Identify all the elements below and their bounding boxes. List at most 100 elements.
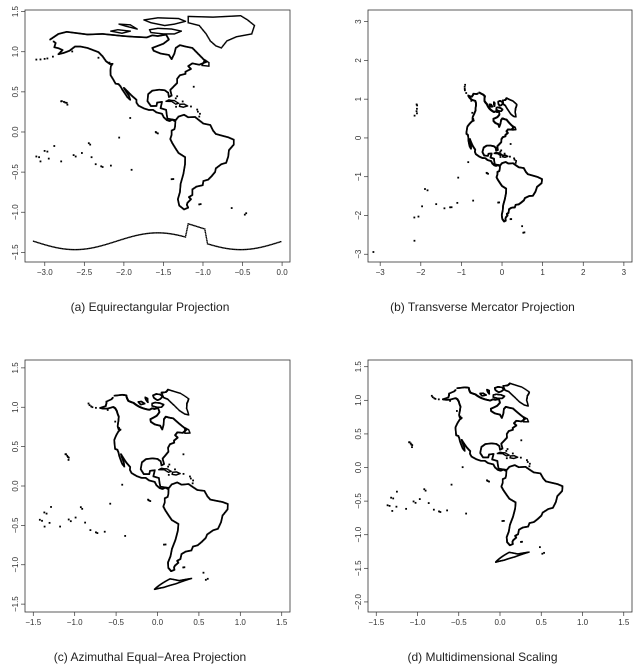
data-point (148, 471, 151, 474)
data-point (166, 17, 169, 19)
data-point (195, 15, 197, 18)
data-point (107, 399, 110, 402)
data-point (163, 502, 166, 505)
data-point (192, 15, 195, 18)
data-point (64, 31, 66, 34)
data-point (173, 127, 176, 130)
data-point (181, 393, 184, 396)
data-point (179, 105, 182, 108)
x-tick-label: −1.5 (25, 618, 41, 627)
data-point (178, 581, 181, 584)
data-point (184, 157, 186, 159)
data-point (151, 404, 153, 406)
data-point (95, 33, 98, 35)
data-point (84, 46, 86, 49)
data-point (128, 95, 130, 98)
caption-transverse-mercator: (b) Transverse Mercator Projection (390, 300, 575, 314)
data-point (502, 155, 504, 157)
data-point (202, 64, 204, 67)
data-point (245, 248, 247, 251)
map-points (38, 388, 229, 591)
data-point (159, 484, 161, 486)
data-point (449, 206, 452, 209)
data-point (76, 32, 79, 35)
data-point (162, 17, 164, 19)
data-point (193, 116, 196, 118)
data-point (52, 40, 55, 43)
data-point (83, 46, 85, 49)
data-point (118, 136, 121, 139)
data-point (167, 28, 170, 30)
data-point (109, 68, 112, 71)
data-point (171, 390, 174, 392)
data-point (187, 46, 189, 48)
x-tick-label: −2.0 (116, 268, 132, 277)
data-point (209, 124, 212, 127)
data-point (147, 94, 149, 96)
data-point (79, 506, 82, 509)
data-point (170, 131, 173, 134)
data-point (148, 457, 151, 460)
data-point (160, 467, 163, 469)
data-point (150, 232, 152, 234)
data-point (168, 389, 171, 391)
data-point (184, 429, 186, 432)
data-point (174, 102, 176, 105)
data-point (175, 29, 177, 31)
data-point (179, 183, 182, 185)
data-point (184, 103, 186, 106)
data-point (46, 57, 49, 60)
data-point (201, 63, 204, 66)
data-point (146, 108, 149, 111)
data-point (226, 507, 229, 510)
data-point (132, 35, 134, 38)
data-point (523, 231, 526, 234)
data-point (218, 525, 220, 528)
data-point (109, 74, 112, 77)
data-point (123, 23, 126, 26)
data-point (95, 246, 97, 248)
data-point (217, 45, 219, 48)
data-point (56, 247, 58, 249)
data-point (141, 36, 143, 38)
data-point (105, 33, 107, 36)
data-point (207, 65, 209, 67)
data-point (92, 33, 95, 36)
data-point (176, 102, 179, 105)
data-point (189, 578, 192, 580)
data-point (219, 522, 222, 524)
data-point (231, 248, 234, 250)
data-point (108, 242, 111, 245)
data-point (65, 31, 67, 33)
data-point (137, 234, 140, 236)
data-point (209, 16, 211, 18)
data-point (220, 518, 223, 520)
data-point (200, 27, 203, 29)
data-point (158, 34, 161, 37)
data-point (190, 46, 193, 49)
data-point (184, 578, 187, 581)
data-point (175, 103, 177, 105)
data-point (180, 180, 183, 183)
data-point (97, 56, 100, 59)
data-point (211, 127, 213, 129)
data-point (158, 479, 161, 482)
data-point (209, 243, 211, 246)
data-point (472, 118, 475, 120)
data-point (95, 406, 97, 409)
data-point (228, 248, 231, 250)
data-point (151, 109, 153, 111)
data-point (165, 232, 167, 234)
data-point (140, 466, 142, 469)
data-point (216, 16, 219, 18)
data-point (213, 528, 216, 531)
data-point (156, 89, 159, 91)
data-point (225, 41, 227, 43)
data-point (189, 22, 192, 24)
data-point (191, 189, 194, 192)
data-point (522, 231, 525, 234)
data-point (175, 22, 178, 25)
data-point (142, 36, 145, 39)
data-point (158, 32, 160, 35)
data-point (163, 53, 166, 56)
